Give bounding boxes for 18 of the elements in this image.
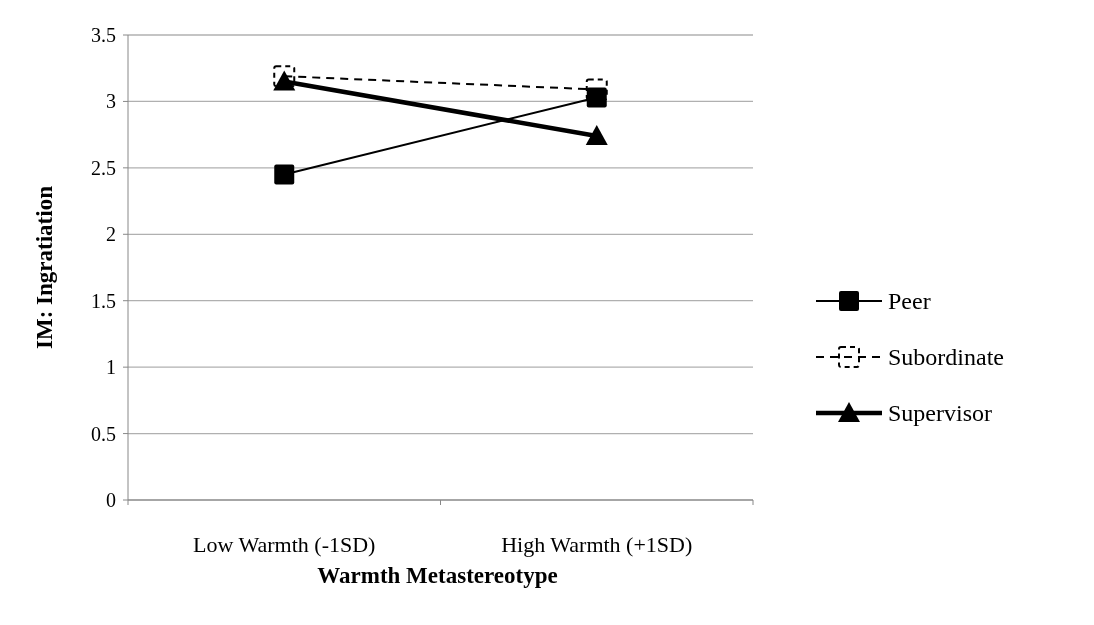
y-tick-label: 3 (106, 90, 116, 113)
point (274, 164, 295, 185)
x-tick-label: High Warmth (+1SD) (501, 532, 693, 557)
y-tick-label: 0.5 (91, 422, 116, 445)
legend-label: Subordinate (888, 344, 1004, 371)
legend-label: Peer (888, 288, 931, 315)
y-tick-label: 3.5 (91, 24, 116, 46)
y-tick-label: 2.5 (91, 156, 116, 179)
x-axis-title: Warmth Metastereotype (317, 563, 558, 588)
y-tick-label: 1 (106, 356, 116, 379)
point (585, 78, 608, 101)
legend-label: Supervisor (888, 400, 992, 427)
y-axis-title: IM: Ingratiation (32, 185, 57, 349)
point (586, 87, 607, 108)
y-tick-label: 1.5 (91, 289, 116, 312)
y-tick-label: 0 (106, 489, 116, 511)
x-tick-label: Low Warmth (-1SD) (193, 532, 376, 557)
y-tick-label: 2 (106, 223, 116, 246)
